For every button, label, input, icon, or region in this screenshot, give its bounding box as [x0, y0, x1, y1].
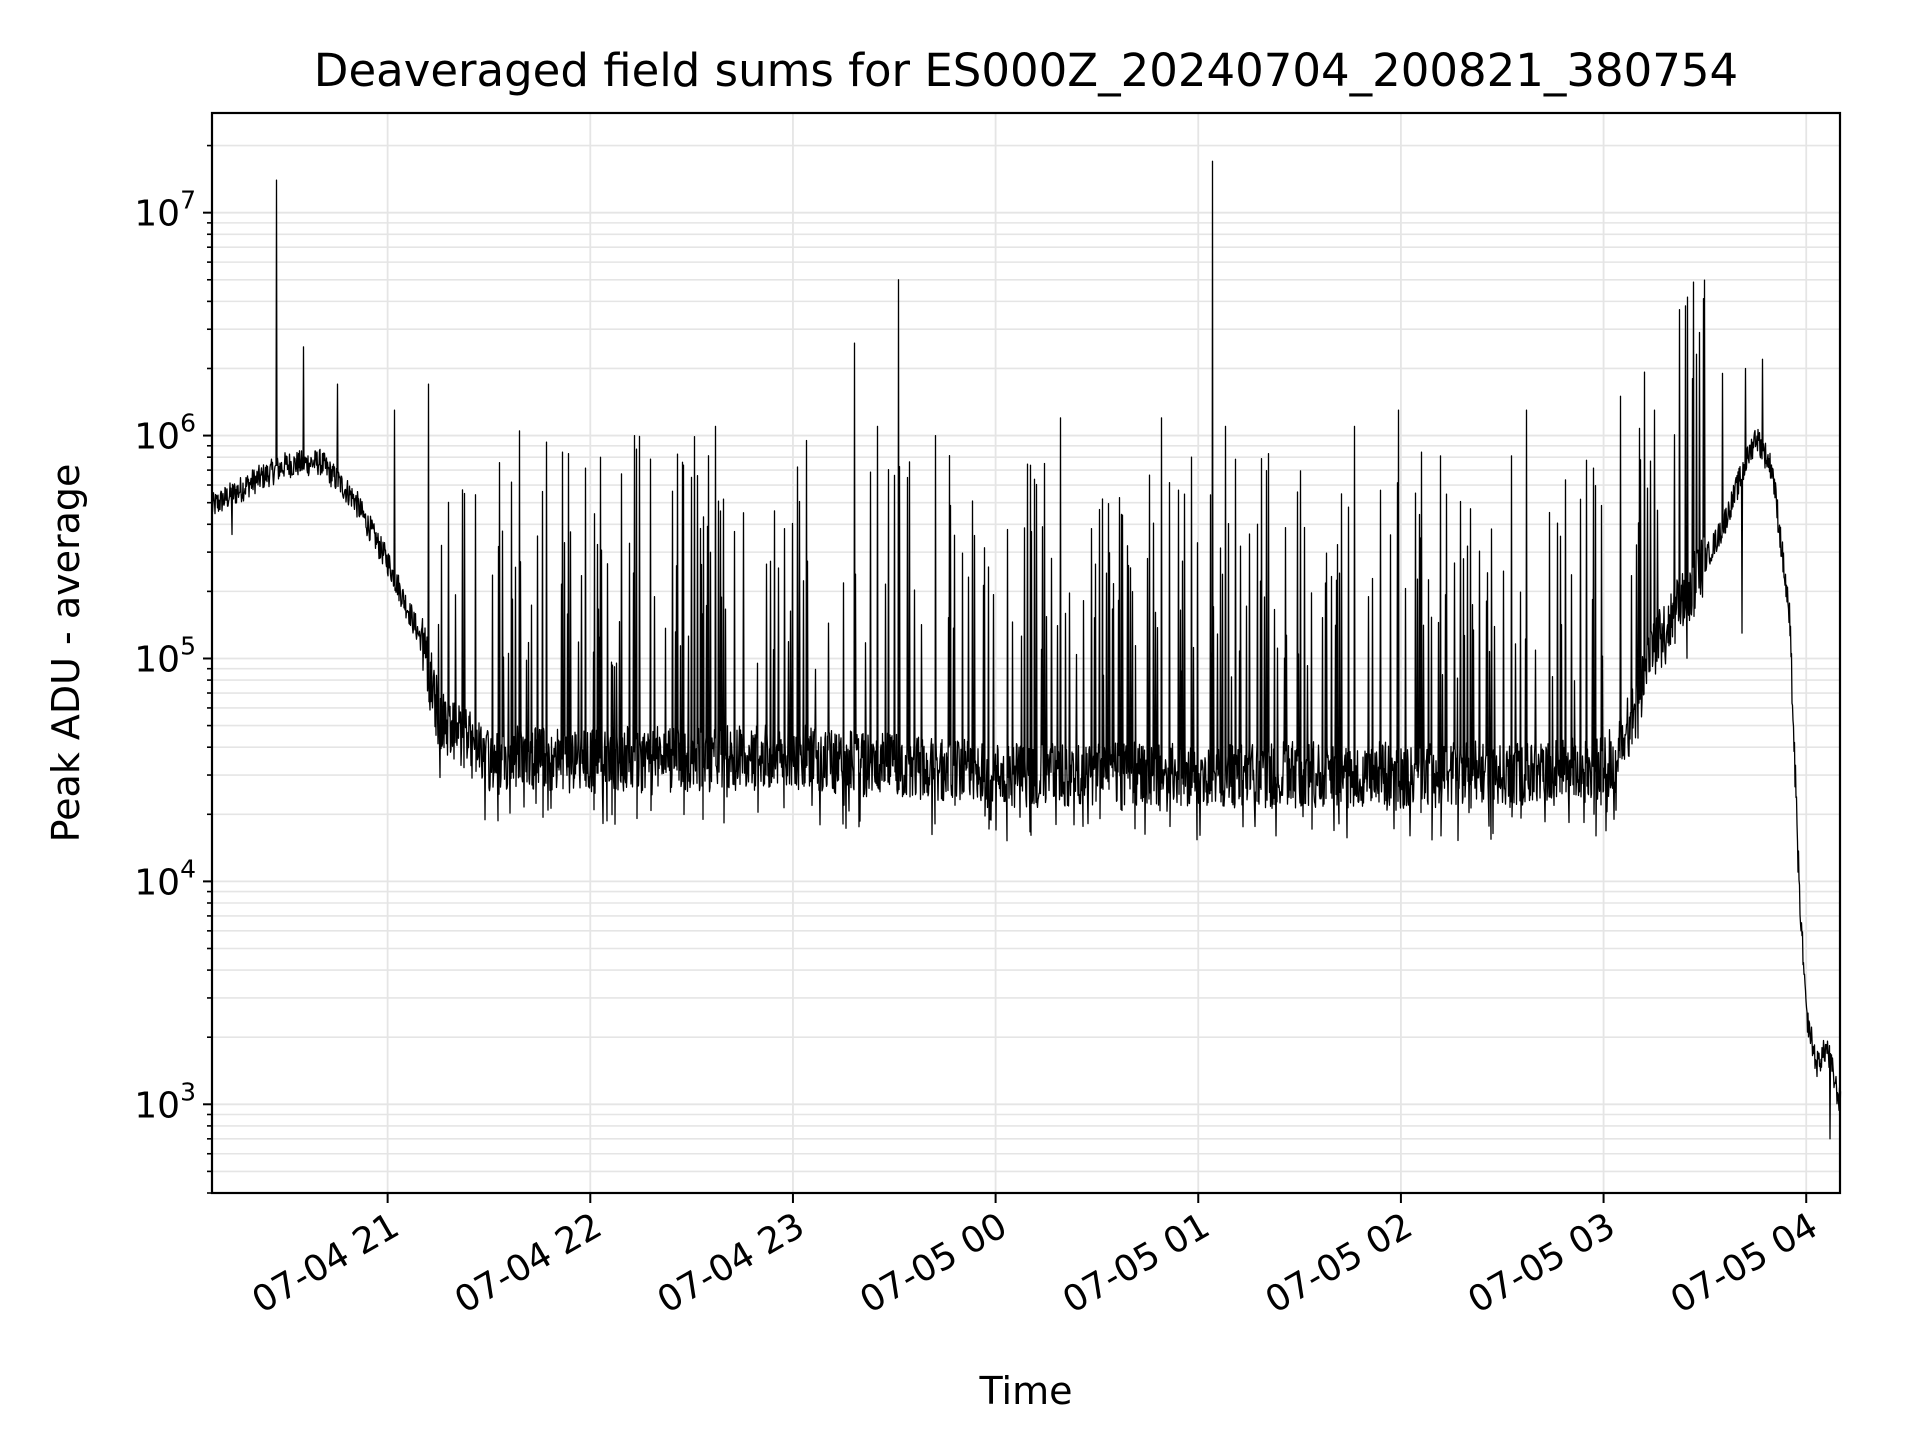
y-tick-exponent: 3 — [180, 1077, 196, 1106]
plot-frame — [210, 111, 1842, 1195]
x-tick-label: 07-05 03 — [1461, 1205, 1622, 1321]
series-line — [211, 160, 1842, 1140]
x-tick-label: 07-05 02 — [1259, 1205, 1420, 1321]
chart-title: Deaveraged field sums for ES000Z_2024070… — [314, 44, 1738, 97]
y-tick-label: 107 — [134, 186, 196, 235]
y-tick-label: 106 — [134, 409, 196, 458]
y-tick-exponent: 5 — [180, 631, 196, 660]
series-layer — [211, 160, 1842, 1140]
y-tick-label: 105 — [134, 631, 196, 680]
y-tick-label: 104 — [134, 854, 196, 903]
x-axis-label: Time — [979, 1369, 1073, 1413]
x-axis: 07-04 21 07-04 22 07-04 23 07-05 00 07-05 01… — [245, 1193, 1825, 1322]
y-tick-exponent: 7 — [180, 186, 196, 215]
y-tick-base: 10 — [134, 417, 180, 458]
y-tick-base: 10 — [134, 862, 180, 903]
y-axis-label: Peak ADU - average — [44, 464, 88, 843]
x-tick-label: 07-05 04 — [1664, 1205, 1825, 1321]
plot-area-background — [212, 113, 1840, 1193]
y-tick-base: 10 — [134, 1085, 180, 1126]
x-tick-label: 07-04 22 — [448, 1205, 609, 1321]
x-tick-label: 07-04 21 — [245, 1205, 406, 1321]
grid — [212, 113, 1840, 1194]
y-tick-base: 10 — [134, 194, 180, 235]
y-tick-base: 10 — [134, 639, 180, 680]
y-tick-exponent: 6 — [180, 409, 196, 438]
y-tick-exponent: 4 — [180, 854, 196, 883]
x-tick-label: 07-04 23 — [651, 1205, 812, 1321]
y-tick-label: 103 — [134, 1077, 196, 1126]
x-tick-label: 07-05 00 — [853, 1205, 1014, 1321]
x-tick-label: 07-05 01 — [1056, 1205, 1217, 1321]
